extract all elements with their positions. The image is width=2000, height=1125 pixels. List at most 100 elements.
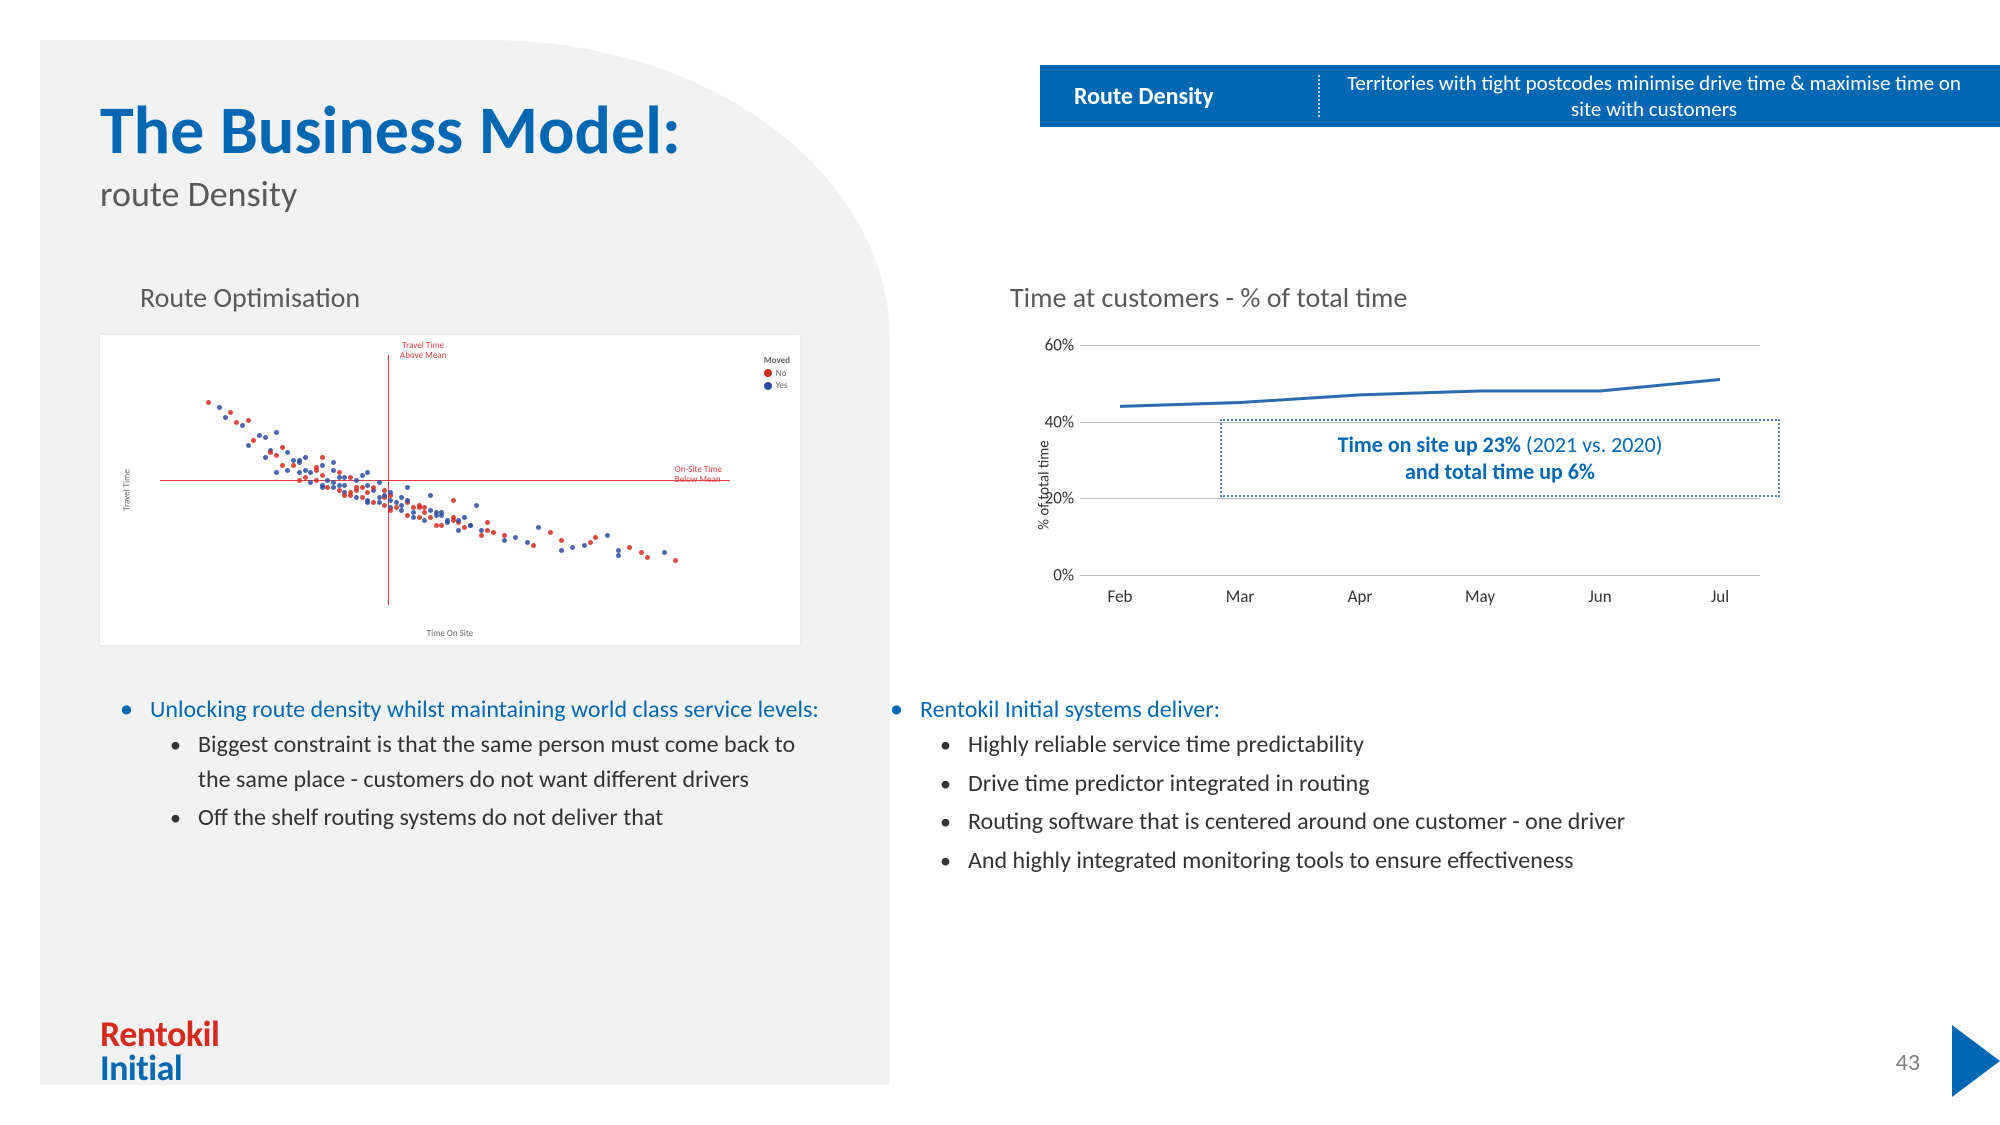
callout-rest: (2021 vs. 2020) bbox=[1521, 431, 1662, 458]
scatter-point bbox=[491, 530, 496, 535]
scatter-point bbox=[314, 478, 319, 483]
scatter-point bbox=[582, 543, 587, 548]
scatter-point bbox=[428, 515, 433, 520]
scatter-point bbox=[360, 495, 365, 500]
scatter-point bbox=[365, 490, 370, 495]
scatter-point bbox=[445, 520, 450, 525]
scatter-point bbox=[439, 523, 444, 528]
scatter-point bbox=[308, 470, 313, 475]
scatter-point bbox=[588, 540, 593, 545]
scatter-point bbox=[479, 528, 484, 533]
scatter-point bbox=[456, 518, 461, 523]
x-tick: Feb bbox=[1108, 586, 1133, 607]
bullet-item: Routing software that is centered around… bbox=[920, 805, 1910, 840]
scatter-point bbox=[479, 533, 484, 538]
page-number: 43 bbox=[1896, 1048, 1920, 1077]
gridline bbox=[1080, 422, 1760, 423]
scatter-point bbox=[673, 558, 678, 563]
page-title: The Business Model: bbox=[100, 95, 681, 166]
line-y-label: % of total time bbox=[1036, 440, 1054, 529]
scatter-point bbox=[439, 513, 444, 518]
scatter-point bbox=[462, 525, 467, 530]
y-tick: 20% bbox=[1026, 488, 1074, 509]
scatter-chart: Travel TimeAbove Mean On-Site TimeBelow … bbox=[100, 335, 800, 645]
scatter-point bbox=[297, 470, 302, 475]
scatter-point bbox=[354, 488, 359, 493]
scatter-point bbox=[342, 483, 347, 488]
scatter-point bbox=[360, 485, 365, 490]
scatter-point bbox=[536, 525, 541, 530]
scatter-y-label: Travel Time bbox=[121, 469, 132, 511]
scatter-point bbox=[325, 478, 330, 483]
scatter-point bbox=[274, 453, 279, 458]
scatter-point bbox=[228, 410, 233, 415]
scatter-point bbox=[525, 540, 530, 545]
scatter-point bbox=[337, 475, 342, 480]
scatter-point bbox=[502, 538, 507, 543]
scatter-point bbox=[485, 520, 490, 525]
scatter-point bbox=[468, 523, 473, 528]
bullet-item: Biggest constraint is that the same pers… bbox=[150, 728, 820, 798]
bullets-left-lead: Unlocking route density whilst maintaini… bbox=[150, 695, 819, 724]
scatter-point bbox=[422, 518, 427, 523]
scatter-point bbox=[354, 495, 359, 500]
banner-divider bbox=[1318, 75, 1320, 117]
scatter-point bbox=[285, 468, 290, 473]
scatter-point bbox=[639, 550, 644, 555]
page-subtitle: route Density bbox=[100, 172, 681, 216]
logo: Rentokil Initial bbox=[100, 1017, 219, 1085]
scatter-point bbox=[320, 455, 325, 460]
scatter-point bbox=[434, 523, 439, 528]
bullet-item: And highly integrated monitoring tools t… bbox=[920, 844, 1910, 879]
scatter-point bbox=[616, 548, 621, 553]
scatter-legend: Moved No Yes bbox=[764, 355, 790, 393]
scatter-point bbox=[593, 535, 598, 540]
section-title-left: Route Optimisation bbox=[140, 280, 360, 315]
scatter-point bbox=[559, 548, 564, 553]
scatter-point bbox=[206, 400, 211, 405]
scatter-point bbox=[274, 430, 279, 435]
scatter-point bbox=[388, 508, 393, 513]
scatter-point bbox=[502, 533, 507, 538]
scatter-point bbox=[348, 493, 353, 498]
scatter-point bbox=[291, 458, 296, 463]
bullets-right-lead: Rentokil Initial systems deliver: bbox=[920, 695, 1220, 724]
scatter-point bbox=[405, 513, 410, 518]
scatter-point bbox=[513, 535, 518, 540]
scatter-point bbox=[331, 460, 336, 465]
next-arrow-icon[interactable] bbox=[1952, 1025, 2000, 1097]
scatter-point bbox=[285, 450, 290, 455]
scatter-point bbox=[405, 485, 410, 490]
scatter-point bbox=[320, 473, 325, 478]
scatter-point bbox=[548, 530, 553, 535]
scatter-point bbox=[627, 545, 632, 550]
y-tick: 40% bbox=[1026, 411, 1074, 432]
scatter-point bbox=[303, 475, 308, 480]
line-series bbox=[1120, 380, 1720, 407]
bullet-item: Highly reliable service time predictabil… bbox=[920, 728, 1910, 763]
scatter-point bbox=[456, 528, 461, 533]
title-block: The Business Model: route Density bbox=[100, 95, 681, 216]
x-tick: Jun bbox=[1588, 586, 1611, 607]
scatter-point bbox=[246, 443, 251, 448]
scatter-point bbox=[320, 463, 325, 468]
scatter-point bbox=[365, 483, 370, 488]
x-tick: Jul bbox=[1711, 586, 1729, 607]
scatter-point bbox=[399, 495, 404, 500]
callout-bold: Time on site up 23% bbox=[1338, 431, 1521, 458]
scatter-point bbox=[268, 450, 273, 455]
scatter-point bbox=[257, 433, 262, 438]
bullets-right: Rentokil Initial systems deliver: Highly… bbox=[890, 690, 1910, 885]
gridline bbox=[1080, 498, 1760, 499]
scatter-point bbox=[303, 468, 308, 473]
scatter-point bbox=[559, 538, 564, 543]
scatter-point bbox=[485, 528, 490, 533]
scatter-point bbox=[462, 515, 467, 520]
x-tick: Apr bbox=[1348, 586, 1373, 607]
scatter-point bbox=[605, 533, 610, 538]
scatter-point bbox=[246, 418, 251, 423]
scatter-point bbox=[365, 470, 370, 475]
scatter-point bbox=[399, 508, 404, 513]
scatter-point bbox=[428, 493, 433, 498]
scatter-point bbox=[297, 478, 302, 483]
